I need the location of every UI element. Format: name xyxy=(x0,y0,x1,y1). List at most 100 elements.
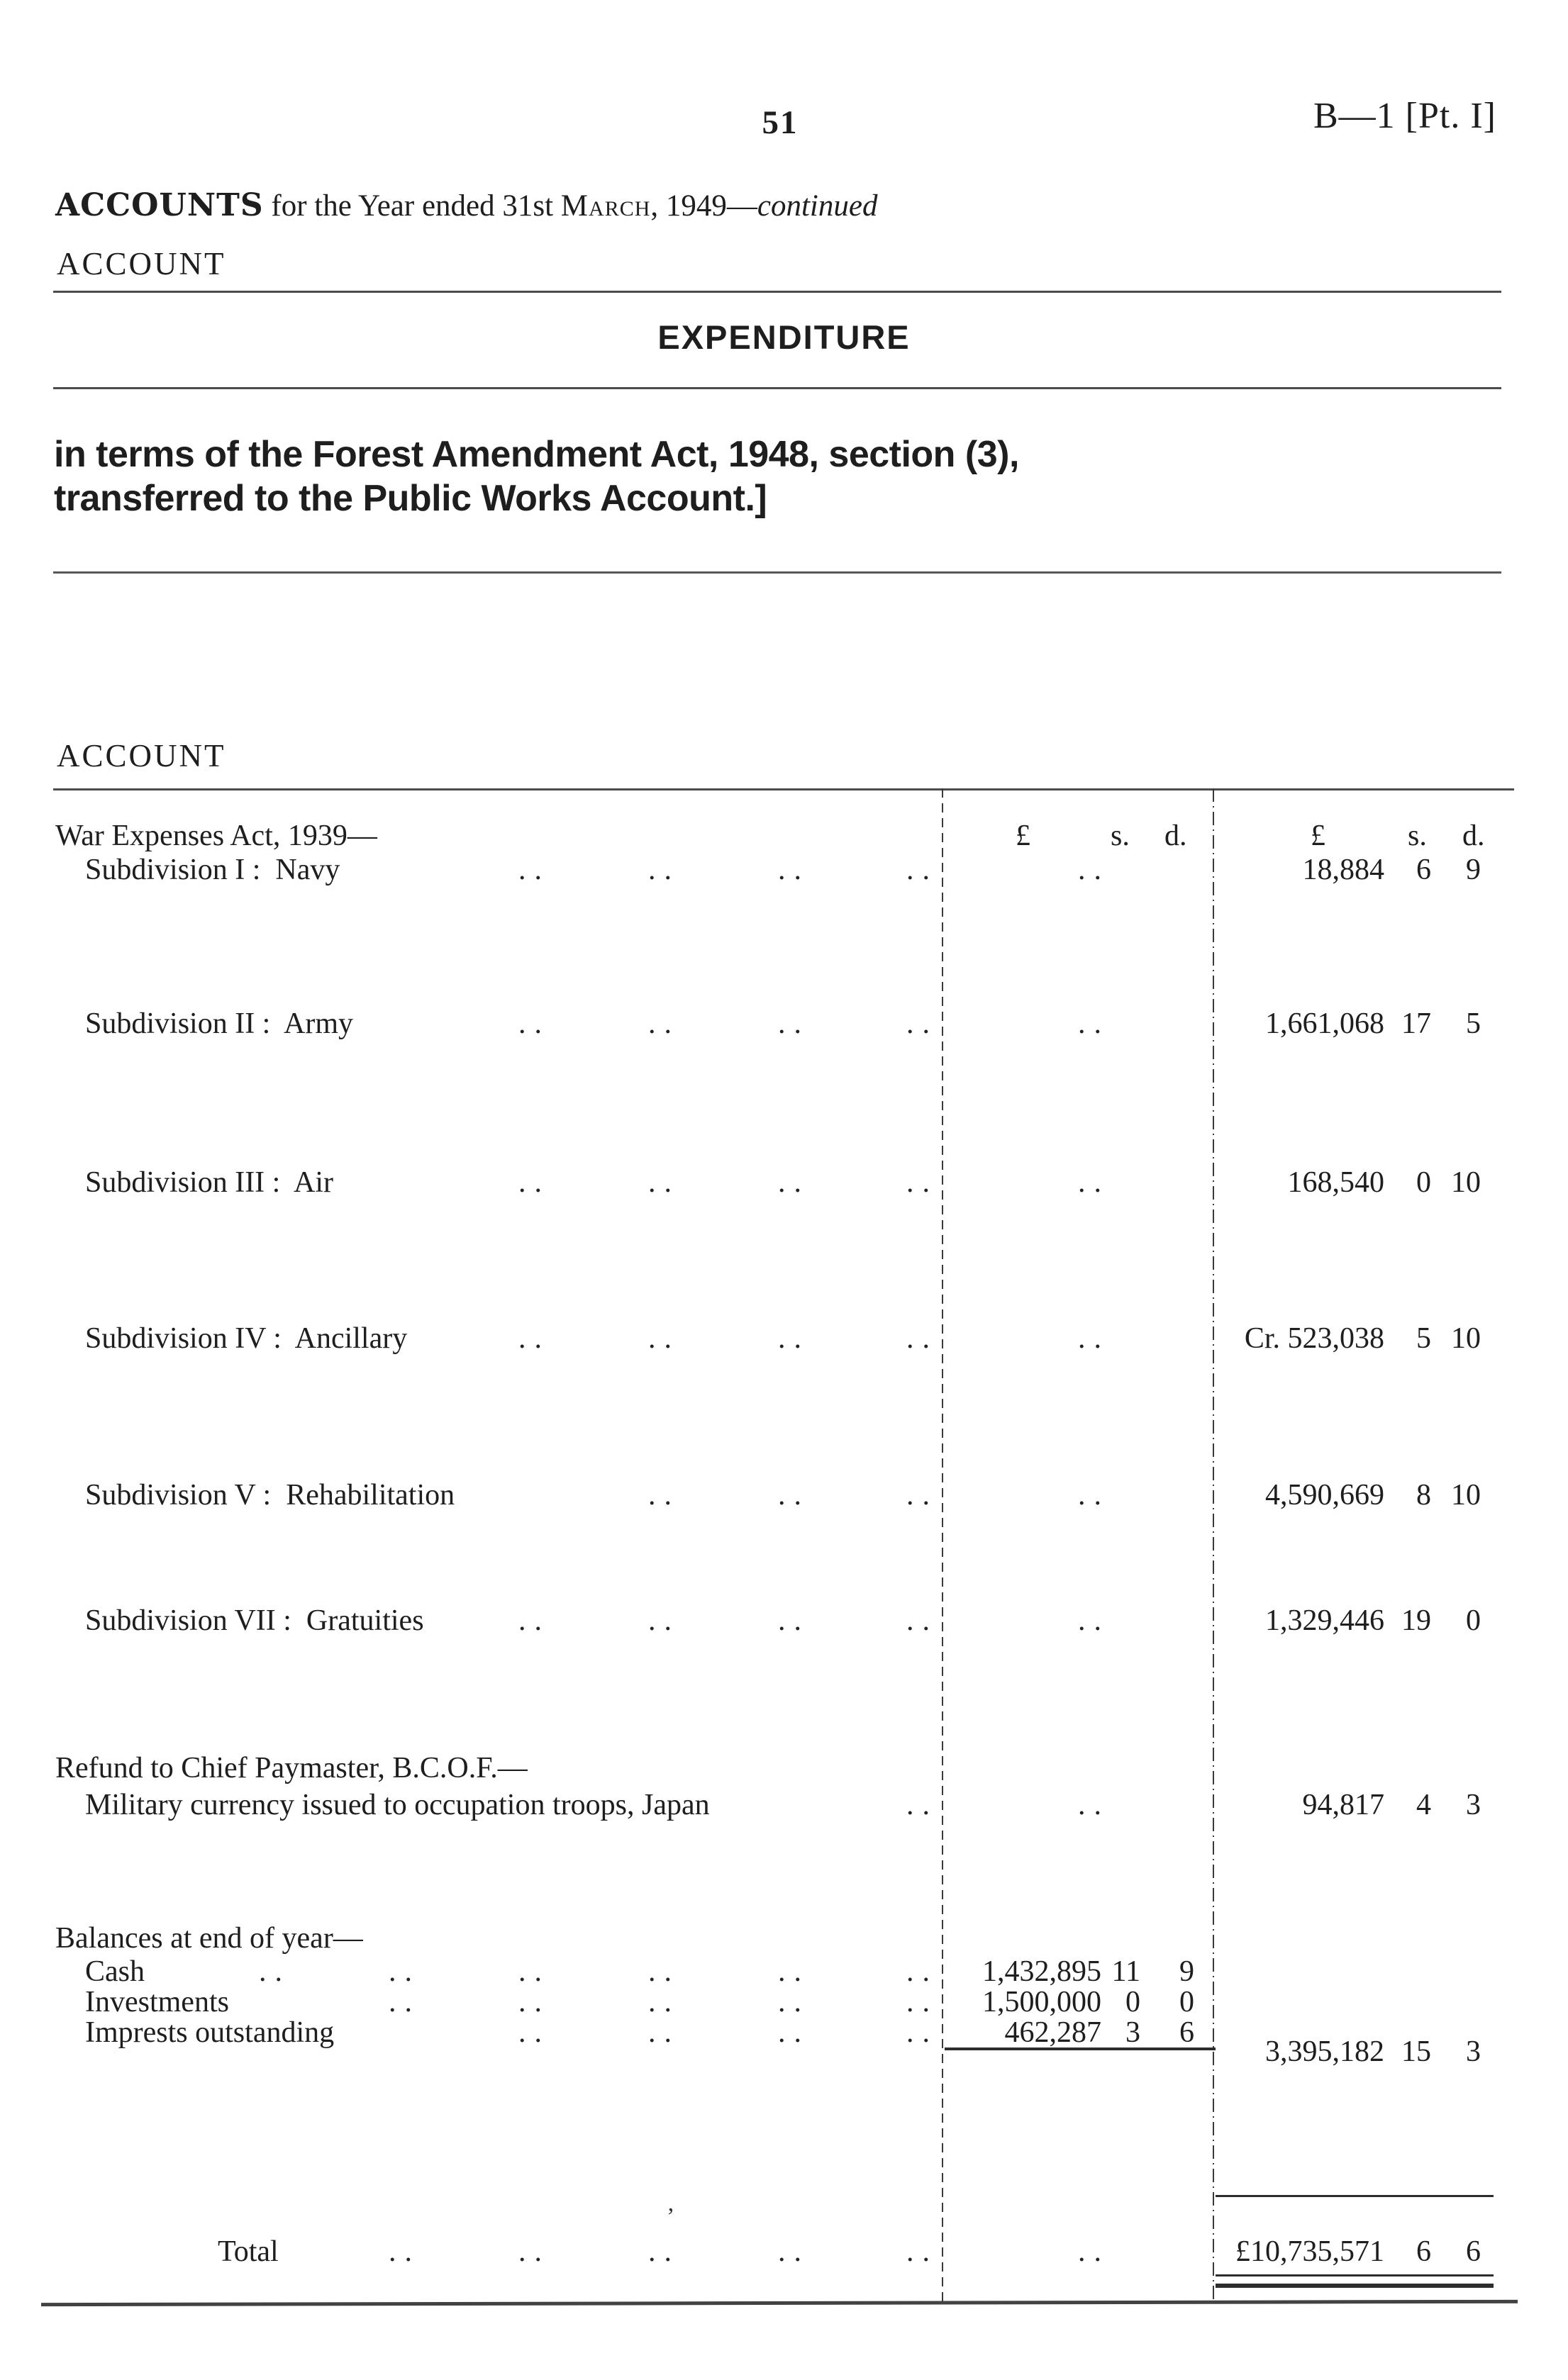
right-amount-shillings: 5 xyxy=(1416,1322,1431,1355)
dot-leader: .. xyxy=(906,2016,938,2049)
row-label: Imprests outstanding xyxy=(85,2016,335,2049)
right-amount-pounds: Cr. 523,038 xyxy=(1244,1322,1384,1355)
expenditure-title: EXPENDITURE xyxy=(657,318,911,356)
right-amount-pence: 9 xyxy=(1466,854,1481,886)
right-amount-shillings: 4 xyxy=(1416,1789,1431,1821)
dot-leader: .. xyxy=(1078,1322,1110,1355)
dot-leader: .. xyxy=(778,854,810,886)
horizontal-rule-3 xyxy=(53,571,1501,574)
dot-leader: .. xyxy=(648,2235,680,2268)
dot-leader: .. xyxy=(778,1604,810,1637)
right-amount-pence: 10 xyxy=(1451,1166,1481,1199)
row-label: Balances at end of year— xyxy=(55,1922,363,1955)
dot-leader: .. xyxy=(906,1166,938,1199)
dot-leader: .. xyxy=(778,1322,810,1355)
dot-leader: .. xyxy=(648,1955,680,1988)
document-reference: B—1 [Pt. I] xyxy=(1313,96,1496,136)
right-amount-shillings: 8 xyxy=(1416,1479,1431,1512)
war-expenses-header-row: War Expenses Act, 1939— £ s. d. £ s. d. xyxy=(0,819,1568,856)
dot-leader: .. xyxy=(648,1007,680,1040)
dot-leader: .. xyxy=(518,1604,550,1637)
row-subdivision-rehabilitation: Subdivision V : Rehabilitation........ 4,… xyxy=(0,1478,1568,1515)
dot-leader: .. xyxy=(778,2016,810,2049)
dot-leader: .. xyxy=(1078,1007,1110,1040)
dot-leader: .. xyxy=(906,854,938,886)
dot-leader: .. xyxy=(906,1955,938,1988)
dot-leader: .. xyxy=(778,1479,810,1512)
right-amount-pounds: 1,329,446 xyxy=(1265,1604,1384,1637)
right-column-pound-header: £ xyxy=(1311,820,1325,852)
dot-leader: .. xyxy=(648,1986,680,2018)
dot-leader: .. xyxy=(518,1955,550,1988)
row-subdivision-ancillary: Subdivision IV : Ancillary.......... Cr. … xyxy=(0,1322,1568,1358)
pre-total-rule xyxy=(1216,2195,1494,2197)
row-label: Subdivision III : Air xyxy=(85,1166,334,1199)
heading-segment: ACCOUNTS xyxy=(55,187,264,223)
row-label: Military currency issued to occupation t… xyxy=(85,1789,710,1821)
row-label: Subdivision IV : Ancillary xyxy=(85,1322,408,1355)
table-bottom-rule xyxy=(40,2299,1518,2307)
mid-amount-shillings: 0 xyxy=(1125,1986,1140,2018)
dot-leader: .. xyxy=(648,854,680,886)
row-label: Total xyxy=(218,2235,279,2268)
column-divider-right xyxy=(1213,788,1214,2303)
mid-column-pound-header: £ xyxy=(1016,820,1030,852)
dot-leader: .. xyxy=(1078,2235,1110,2268)
right-amount-pence: 0 xyxy=(1466,1604,1481,1637)
dot-leader: .. xyxy=(906,1604,938,1637)
row-balances-subtotal: 3,395,182 15 3 xyxy=(0,2035,1568,2072)
dot-leader: .. xyxy=(648,2016,680,2049)
note-line-1: in terms of the Forest Amendment Act, 19… xyxy=(54,434,1019,475)
right-amount-pounds: 3,395,182 xyxy=(1265,2035,1384,2068)
dot-leader: .. xyxy=(648,1322,680,1355)
column-divider-left xyxy=(942,788,943,2303)
dot-leader: .. xyxy=(778,1986,810,2018)
dot-leader: .. xyxy=(1078,1604,1110,1637)
right-amount-pounds: 18,884 xyxy=(1302,854,1385,886)
heading-segment: for the Year ended 31st xyxy=(263,189,561,223)
mid-amount-pounds: 1,500,000 xyxy=(982,1986,1101,2018)
balances-sum-rule xyxy=(945,2047,1216,2050)
dot-leader: .. xyxy=(906,1479,938,1512)
dot-leader: .. xyxy=(518,1322,550,1355)
dot-leader: .. xyxy=(778,1955,810,1988)
row-label: Investments xyxy=(85,1986,229,2018)
row-refund-heading: Refund to Chief Paymaster, B.C.O.F.— xyxy=(0,1751,1568,1788)
dot-leader: .. xyxy=(906,2235,938,2268)
right-column-shillings-header: s. xyxy=(1408,820,1427,852)
right-amount-shillings: 0 xyxy=(1416,1166,1431,1199)
mid-column-pence-header: d. xyxy=(1164,820,1187,852)
right-amount-shillings: 17 xyxy=(1401,1007,1431,1040)
row-balances-investments: Investments.......... 1,500,000 0 0 xyxy=(0,1985,1568,2022)
dot-leader: .. xyxy=(906,1789,938,1821)
dot-leader: .. xyxy=(389,1986,421,2018)
right-amount-pounds: £10,735,571 xyxy=(1235,2235,1384,2268)
row-label: Refund to Chief Paymaster, B.C.O.F.— xyxy=(55,1752,528,1784)
dot-leader: .. xyxy=(648,1479,680,1512)
accounts-continued-heading: ACCOUNTS for the Year ended 31st March, … xyxy=(55,187,877,223)
dot-leader: .. xyxy=(906,1986,938,2018)
right-amount-pounds: 168,540 xyxy=(1287,1166,1385,1199)
dot-leader: .. xyxy=(1078,854,1110,886)
dot-leader: .. xyxy=(389,2235,421,2268)
dot-leader: .. xyxy=(518,1986,550,2018)
horizontal-rule-1 xyxy=(53,291,1501,293)
right-column-pence-header: d. xyxy=(1462,820,1485,852)
page-number: 51 xyxy=(762,104,799,141)
mid-amount-pounds: 462,287 xyxy=(1004,2016,1102,2049)
mid-amount-pence: 0 xyxy=(1179,1986,1194,2018)
right-amount-pence: 5 xyxy=(1466,1007,1481,1040)
mid-amount-shillings: 11 xyxy=(1111,1955,1140,1988)
mid-amount-pence: 6 xyxy=(1179,2016,1194,2049)
row-label: Subdivision V : Rehabilitation xyxy=(85,1479,455,1512)
row-label: Subdivision I : Navy xyxy=(85,854,340,886)
right-amount-pence: 3 xyxy=(1466,1789,1481,1821)
row-subdivision-army: Subdivision II : Army.......... 1,661,068… xyxy=(0,1007,1568,1044)
row-subdivision-navy: Subdivision I : Navy.......... 18,884 6 9 xyxy=(0,853,1568,890)
forest-amendment-note: in terms of the Forest Amendment Act, 19… xyxy=(54,432,1019,520)
row-balances-cash: Cash............ 1,432,895 11 9 xyxy=(0,1955,1568,1991)
right-amount-shillings: 6 xyxy=(1416,854,1431,886)
total-double-rule-thick xyxy=(1216,2284,1494,2288)
row-total: Total............ £10,735,571 6 6 xyxy=(0,2235,1568,2272)
